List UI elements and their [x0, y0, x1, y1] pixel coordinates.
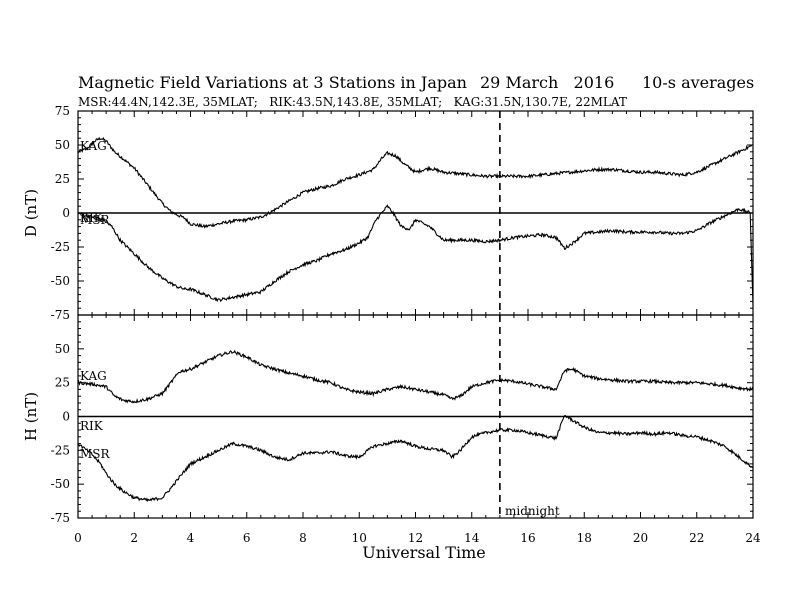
x-tick-label: 16 — [520, 531, 535, 545]
station-coordinates: MSR:44.4N,142.3E, 35MLAT; RIK:43.5N,143.… — [78, 95, 627, 109]
x-tick-label: 14 — [464, 531, 480, 545]
x-tick-label: 8 — [299, 531, 307, 545]
chart-date: 29 March 2016 — [480, 73, 614, 92]
y-tick-label: 50 — [55, 138, 70, 152]
x-tick-label: 2 — [130, 531, 138, 545]
chart-averaging: 10-s averages — [642, 73, 754, 92]
station-label: RIK — [80, 211, 104, 225]
y-tick-label: 25 — [55, 376, 70, 390]
x-tick-label: 20 — [633, 531, 648, 545]
x-tick-label: 4 — [187, 531, 195, 545]
series-line — [77, 136, 754, 229]
y-tick-label: -25 — [51, 240, 70, 254]
station-label: KAG — [80, 369, 107, 383]
x-tick-label: 10 — [352, 531, 367, 545]
x-tick-label: 24 — [745, 531, 761, 545]
y-tick-label: -75 — [51, 511, 70, 525]
y-axis-label: D (nT) — [22, 189, 40, 237]
panel-horizontal: 50 25 0 -25 -50 -75 H (nT) KAG RIK MSR — [22, 314, 754, 525]
midnight-annotation: midnight — [505, 504, 560, 518]
y-tick-label: 50 — [55, 342, 70, 356]
y-tick-label: 25 — [55, 172, 70, 186]
x-tick-label: 22 — [689, 531, 704, 545]
series-line — [77, 204, 754, 306]
y-tick-label: -50 — [51, 274, 70, 288]
y-tick-label: -50 — [51, 477, 70, 491]
y-tick-label: -25 — [51, 443, 70, 457]
station-label: RIK — [80, 419, 104, 433]
station-label: KAG — [80, 139, 107, 153]
x-tick-label: 6 — [243, 531, 251, 545]
series-line — [77, 349, 754, 404]
y-tick-label: 0 — [62, 410, 70, 424]
y-tick-label: 0 — [62, 206, 70, 220]
x-tick-label: 18 — [577, 531, 592, 545]
series-line — [77, 414, 754, 503]
station-label: MSR — [80, 447, 111, 461]
chart-title: Magnetic Field Variations at 3 Stations … — [78, 73, 467, 92]
x-tick-label: 0 — [74, 531, 82, 545]
x-axis: 0 2 4 6 8 10 12 14 16 18 20 22 24 — [74, 111, 761, 545]
y-axis-label: H (nT) — [22, 392, 40, 441]
x-axis-label: Universal Time — [362, 543, 485, 562]
y-tick-label: 75 — [55, 104, 70, 118]
x-tick-label: 12 — [408, 531, 423, 545]
station-label: MSR — [80, 213, 111, 227]
y-tick-label: -75 — [51, 308, 70, 322]
